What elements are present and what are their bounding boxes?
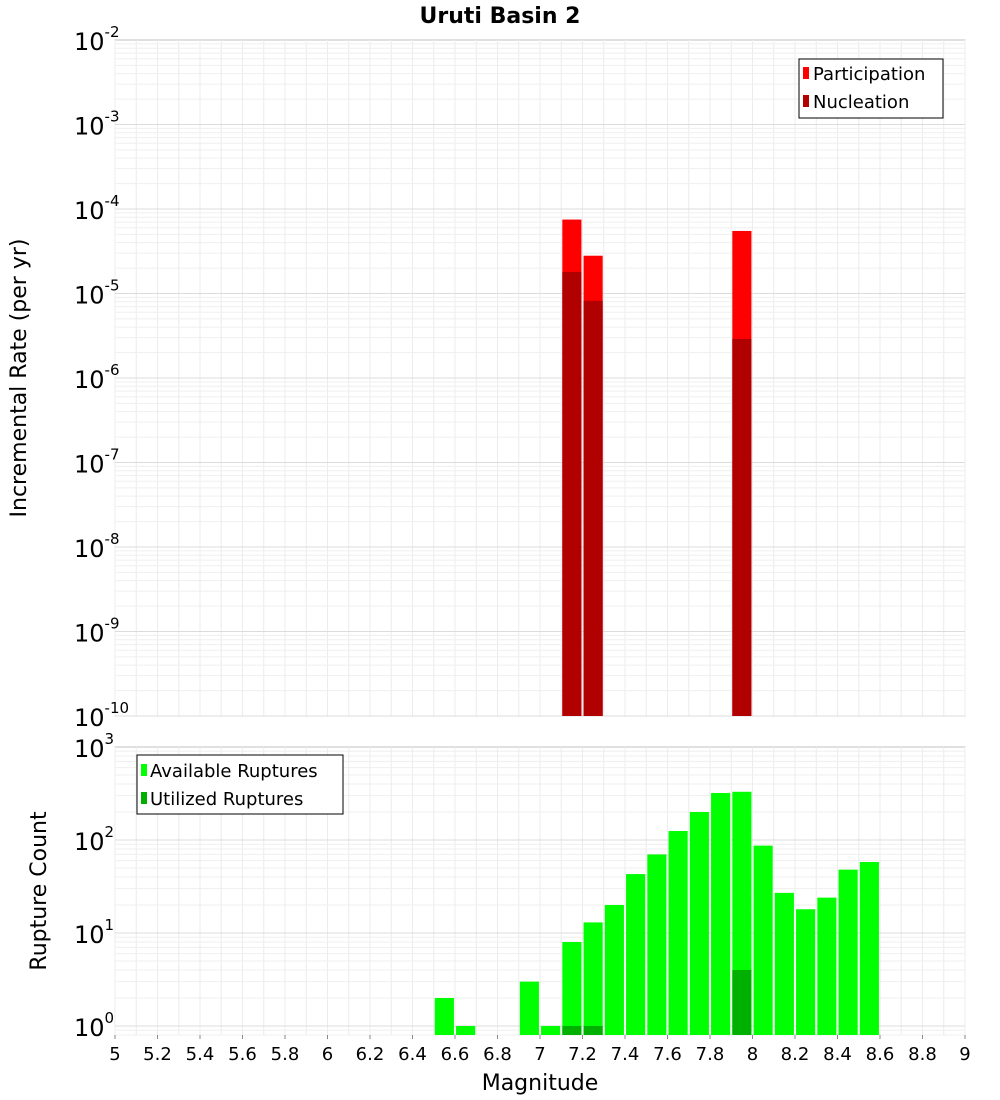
legend-label-participation: Participation xyxy=(813,64,925,85)
top-legend-box xyxy=(798,58,944,119)
top-bar-nucleation xyxy=(562,271,582,716)
top-legend: Participation Nucleation xyxy=(798,58,944,119)
legend-swatch-utilized-ruptures xyxy=(141,792,147,804)
bottom-bar-available-ruptures xyxy=(456,1025,476,1035)
top-y-tick-label: 10-10 xyxy=(74,699,129,732)
top-grid xyxy=(114,40,966,717)
bottom-bar-available-ruptures xyxy=(519,981,539,1035)
x-tick-label: 6.4 xyxy=(398,1044,427,1065)
bottom-bar-available-ruptures xyxy=(711,793,731,1035)
bottom-bar-available-ruptures xyxy=(647,854,667,1035)
bottom-bars xyxy=(434,791,879,1035)
x-tick-label: 6.6 xyxy=(441,1044,470,1065)
bottom-bar-available-ruptures xyxy=(562,942,582,1035)
x-tick-label: 5.6 xyxy=(228,1044,257,1065)
chart-title: Uruti Basin 2 xyxy=(420,4,581,29)
x-tick-label: 5 xyxy=(109,1044,120,1065)
top-y-tick-label: 10-9 xyxy=(74,615,120,648)
legend-swatch-available-ruptures xyxy=(141,764,147,776)
x-tick-label: 7.8 xyxy=(696,1044,725,1065)
x-tick-label: 8 xyxy=(747,1044,758,1065)
bottom-y-ticks: 100 101 102 103 xyxy=(74,730,114,1042)
bottom-bar-utilized-ruptures xyxy=(732,969,752,1035)
top-y-tick-label: 10-4 xyxy=(74,192,120,225)
x-tick-label: 5.4 xyxy=(186,1044,215,1065)
x-axis-label: Magnitude xyxy=(482,1071,599,1096)
rupture-count-panel: 100 101 102 103 5 5.2 5.4 5.6 5.8 6 6.2 6.4 6.6 6.8 7… xyxy=(27,730,971,1096)
x-tick-label: 5.2 xyxy=(143,1044,172,1065)
bottom-bar-available-ruptures xyxy=(689,812,709,1035)
bottom-bar-available-ruptures xyxy=(434,997,454,1035)
bottom-y-tick-label: 103 xyxy=(74,730,114,763)
legend-label-nucleation: Nucleation xyxy=(813,92,909,113)
bottom-y-axis-label: Rupture Count xyxy=(27,811,52,971)
bottom-bar-utilized-ruptures xyxy=(562,1025,582,1035)
legend-swatch-participation xyxy=(803,67,809,79)
legend-label-available-ruptures: Available Ruptures xyxy=(150,761,318,782)
bottom-bar-available-ruptures xyxy=(859,861,879,1035)
bottom-bar-available-ruptures xyxy=(626,874,646,1035)
x-tick-label: 5.8 xyxy=(271,1044,300,1065)
x-tick-label: 8.6 xyxy=(866,1044,895,1065)
bottom-y-tick-label: 101 xyxy=(74,916,114,949)
x-tick-label: 9 xyxy=(959,1044,970,1065)
bottom-y-tick-label: 102 xyxy=(74,823,114,856)
top-y-tick-label: 10-6 xyxy=(74,361,120,394)
x-tick-label: 6.8 xyxy=(483,1044,512,1065)
x-tick-label: 8.2 xyxy=(781,1044,810,1065)
bottom-legend: Available Ruptures Utilized Ruptures xyxy=(136,754,344,815)
legend-swatch-nucleation xyxy=(803,95,809,107)
top-bars xyxy=(562,219,752,717)
bottom-bar-available-ruptures xyxy=(774,892,794,1035)
top-y-axis-label: Incremental Rate (per yr) xyxy=(7,239,32,518)
top-bar-nucleation xyxy=(732,338,752,716)
bottom-bar-available-ruptures xyxy=(583,922,603,1035)
bottom-bar-available-ruptures xyxy=(668,830,688,1035)
bottom-bar-available-ruptures xyxy=(817,897,837,1035)
x-tick-label: 7 xyxy=(534,1044,545,1065)
bottom-bar-available-ruptures xyxy=(541,1025,561,1035)
bottom-bar-available-ruptures xyxy=(838,869,858,1035)
top-y-tick-label: 10-8 xyxy=(74,530,120,563)
x-tick-label: 8.8 xyxy=(908,1044,937,1065)
x-ticks: 5 5.2 5.4 5.6 5.8 6 6.2 6.4 6.6 6.8 7 7.2 7.4 7.6 7.8 8… xyxy=(109,1035,971,1065)
top-y-ticks: 10-10 10-9 10-8 10-7 10-6 10-5 10-4 10-3 10-2 xyxy=(74,23,129,732)
incremental-rate-panel: 10-10 10-9 10-8 10-7 10-6 10-5 10-4 10-3 10-2 In… xyxy=(7,23,966,732)
bottom-bar-available-ruptures xyxy=(604,904,624,1035)
x-tick-label: 6.2 xyxy=(356,1044,385,1065)
bottom-bar-available-ruptures xyxy=(753,845,773,1035)
bottom-legend-box xyxy=(136,754,344,815)
x-tick-label: 8.4 xyxy=(823,1044,852,1065)
bottom-bar-available-ruptures xyxy=(796,909,816,1035)
legend-label-utilized-ruptures: Utilized Ruptures xyxy=(150,789,303,810)
x-tick-label: 7.2 xyxy=(568,1044,597,1065)
x-tick-label: 7.4 xyxy=(611,1044,640,1065)
top-y-tick-label: 10-3 xyxy=(74,108,120,141)
top-y-tick-label: 10-7 xyxy=(74,446,120,479)
bottom-bar-utilized-ruptures xyxy=(583,1025,603,1035)
x-tick-label: 6 xyxy=(322,1044,333,1065)
bottom-y-tick-label: 100 xyxy=(74,1009,114,1042)
x-tick-label: 7.6 xyxy=(653,1044,682,1065)
top-bar-nucleation xyxy=(583,300,603,716)
top-y-tick-label: 10-2 xyxy=(74,23,120,56)
top-y-tick-label: 10-5 xyxy=(74,277,120,310)
